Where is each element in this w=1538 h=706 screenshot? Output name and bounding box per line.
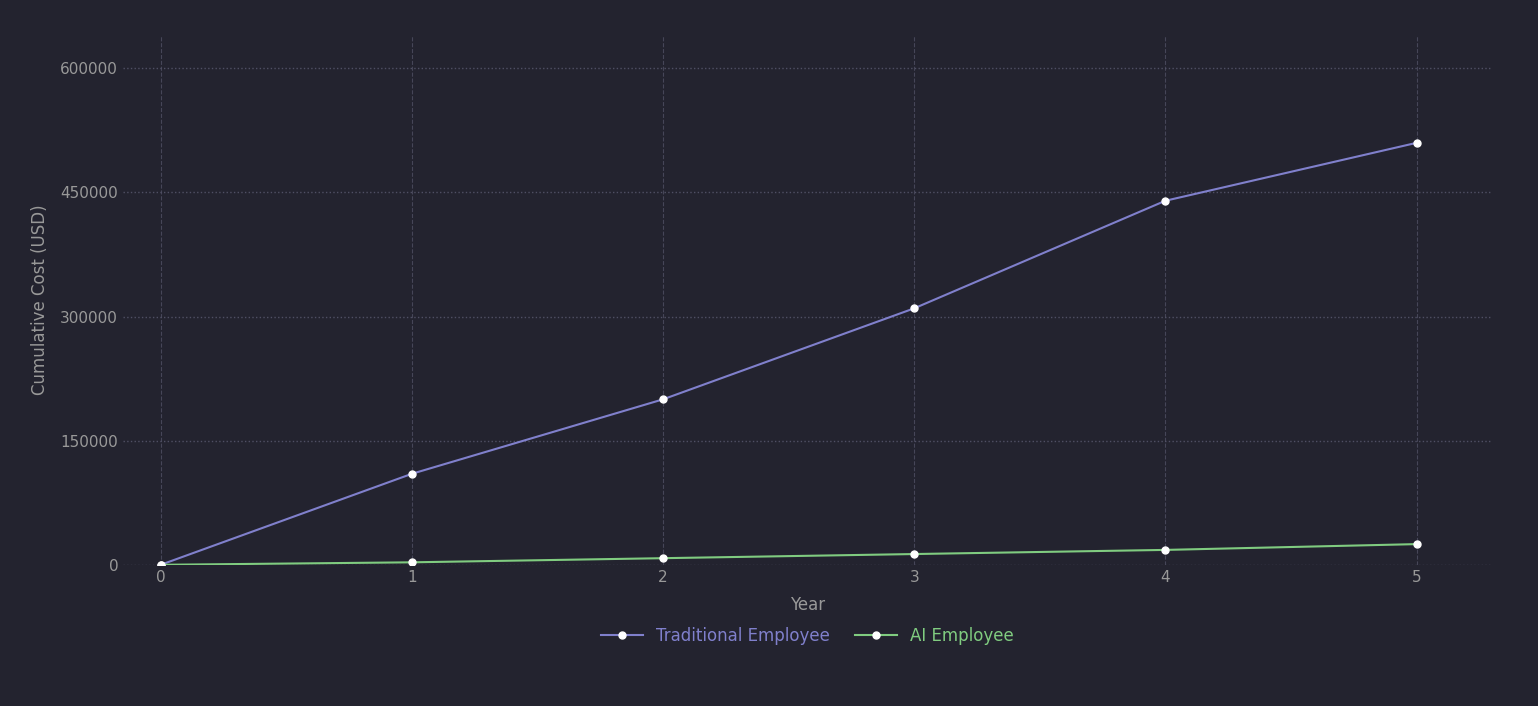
Traditional Employee <box>904 304 923 313</box>
Line: Traditional Employee: Traditional Employee <box>157 139 1420 568</box>
Traditional Employee <box>1157 196 1175 205</box>
Y-axis label: Cumulative Cost (USD): Cumulative Cost (USD) <box>31 205 49 395</box>
Traditional Employee <box>403 469 421 478</box>
X-axis label: Year: Year <box>791 596 824 614</box>
AI Employee <box>1157 546 1175 554</box>
Traditional Employee <box>1407 138 1426 147</box>
Legend: Traditional Employee, AI Employee: Traditional Employee, AI Employee <box>595 621 1020 652</box>
Traditional Employee <box>654 395 672 404</box>
Traditional Employee <box>151 561 169 569</box>
Line: AI Employee: AI Employee <box>157 541 1420 568</box>
AI Employee <box>403 558 421 566</box>
AI Employee <box>654 554 672 563</box>
AI Employee <box>1407 540 1426 549</box>
AI Employee <box>904 550 923 558</box>
AI Employee <box>151 561 169 569</box>
